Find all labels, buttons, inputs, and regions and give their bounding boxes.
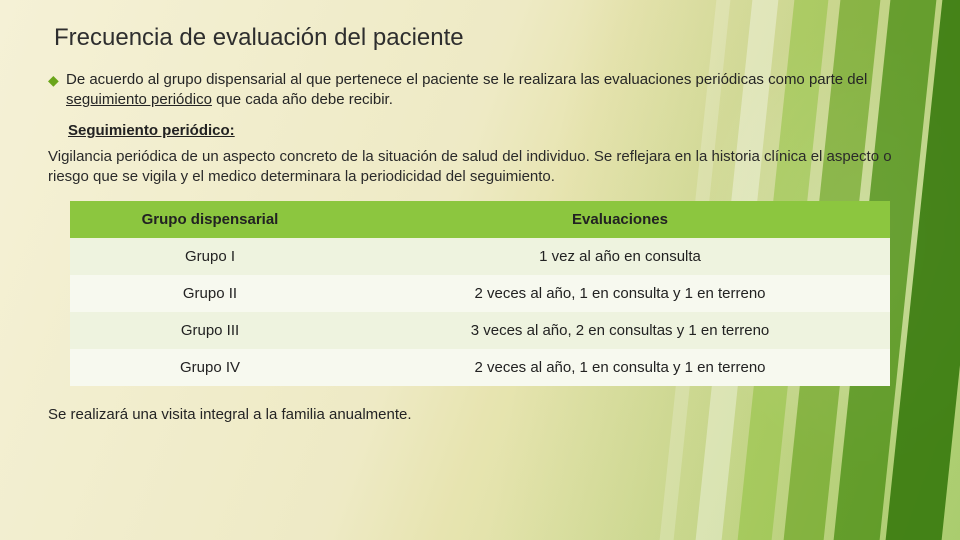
- table-header-row: Grupo dispensarial Evaluaciones: [70, 201, 890, 238]
- table-cell: 3 veces al año, 2 en consultas y 1 en te…: [350, 312, 890, 349]
- table-cell: Grupo II: [70, 275, 350, 312]
- table-row: Grupo III 3 veces al año, 2 en consultas…: [70, 312, 890, 349]
- bullet-item: ◆ De acuerdo al grupo dispensarial al qu…: [48, 70, 912, 110]
- table-cell: Grupo IV: [70, 349, 350, 386]
- definition-paragraph: Vigilancia periódica de un aspecto concr…: [48, 147, 912, 187]
- table-cell: 1 vez al año en consulta: [350, 238, 890, 275]
- bullet-text-pre: De acuerdo al grupo dispensarial al que …: [66, 71, 867, 88]
- table-cell: 2 veces al año, 1 en consulta y 1 en ter…: [350, 349, 890, 386]
- table-row: Grupo I 1 vez al año en consulta: [70, 238, 890, 275]
- table-cell: Grupo I: [70, 238, 350, 275]
- table-header-cell: Grupo dispensarial: [70, 201, 350, 238]
- bullet-text: De acuerdo al grupo dispensarial al que …: [66, 70, 912, 110]
- slide-content: Frecuencia de evaluación del paciente ◆ …: [0, 0, 960, 540]
- table-cell: Grupo III: [70, 312, 350, 349]
- table-header-cell: Evaluaciones: [350, 201, 890, 238]
- footer-text: Se realizará una visita integral a la fa…: [48, 406, 912, 423]
- table-row: Grupo IV 2 veces al año, 1 en consulta y…: [70, 349, 890, 386]
- bullet-text-post: que cada año debe recibir.: [212, 91, 393, 108]
- bullet-text-underlined: seguimiento periódico: [66, 91, 212, 108]
- table-row: Grupo II 2 veces al año, 1 en consulta y…: [70, 275, 890, 312]
- slide-title: Frecuencia de evaluación del paciente: [54, 24, 912, 52]
- subheading: Seguimiento periódico:: [68, 122, 912, 139]
- table-cell: 2 veces al año, 1 en consulta y 1 en ter…: [350, 275, 890, 312]
- bullet-icon: ◆: [48, 70, 66, 90]
- frequency-table: Grupo dispensarial Evaluaciones Grupo I …: [70, 201, 890, 386]
